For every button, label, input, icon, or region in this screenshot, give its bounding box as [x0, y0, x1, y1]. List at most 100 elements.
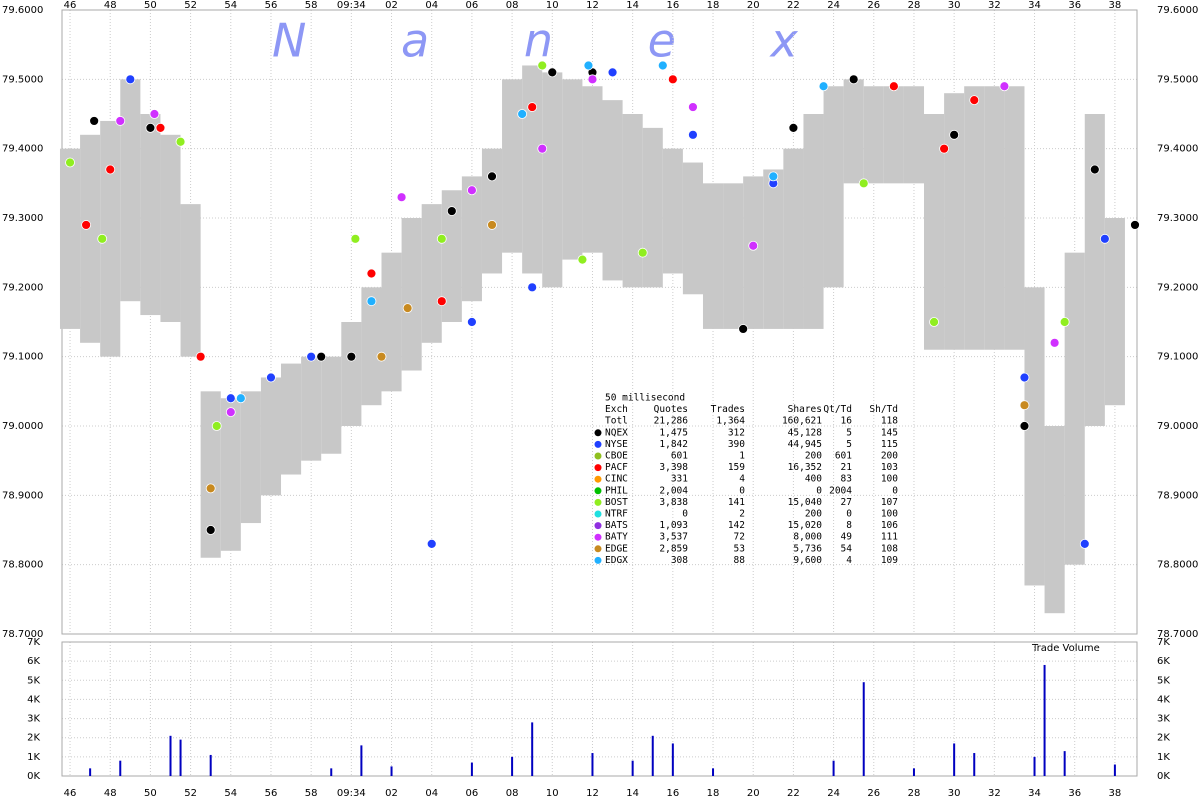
trade-point	[487, 220, 497, 230]
table-cell: 3,398	[659, 462, 688, 473]
trade-point	[587, 74, 598, 85]
trade-point	[738, 324, 749, 334]
y-tick-label: 5K	[27, 675, 40, 686]
x-tick-label: 02	[385, 0, 398, 11]
quote-range	[924, 114, 945, 350]
trade-point	[211, 421, 222, 431]
y-tick-label: 2K	[27, 733, 40, 744]
x-tick-label: 16	[666, 788, 679, 799]
trade-point	[1089, 164, 1100, 175]
y-tick-label: 79.5000	[2, 74, 43, 85]
quote-range	[522, 65, 543, 274]
table-cell: 400	[805, 474, 822, 485]
trade-point	[149, 109, 160, 119]
table-cell: 107	[881, 497, 898, 508]
quote-range	[863, 86, 884, 184]
volume-bar	[330, 768, 333, 776]
volume-bar	[832, 760, 835, 776]
quote-range	[461, 176, 482, 302]
x-tick-label: 09:34	[337, 788, 366, 799]
volume-bar	[862, 682, 865, 776]
table-header: Sh/Td	[869, 404, 898, 415]
x-tick-label: 10	[546, 788, 559, 799]
quote-range	[59, 148, 81, 329]
table-cell: 2	[739, 509, 745, 520]
trade-point	[306, 351, 317, 362]
x-tick-label: 58	[305, 0, 318, 11]
trade-point	[436, 233, 447, 244]
trade-point	[888, 81, 899, 92]
quote-range	[301, 356, 322, 461]
trade-point	[235, 393, 246, 404]
legend-marker	[594, 556, 602, 564]
x-tick-label: 46	[64, 788, 77, 799]
quote-range	[883, 86, 904, 184]
table-cell: 4	[846, 555, 852, 566]
table-cell: NTRF	[605, 509, 628, 520]
table-cell: 1	[739, 451, 745, 462]
table-cell: PHIL	[605, 485, 628, 496]
quote-range	[562, 79, 583, 260]
legend-marker	[594, 522, 602, 530]
quote-range	[441, 190, 462, 322]
table-cell: Totl	[605, 416, 628, 427]
volume-bar	[511, 756, 514, 776]
x-tick-label: 36	[1068, 0, 1081, 11]
y-tick-label-right: 7K	[1157, 637, 1170, 648]
volume-bar	[169, 735, 172, 776]
table-cell: 5	[846, 427, 852, 438]
trade-point	[396, 192, 407, 203]
table-cell: 44,945	[788, 439, 822, 450]
x-tick-label: 58	[305, 788, 318, 799]
x-tick-label: 26	[867, 0, 880, 11]
volume-bar	[390, 766, 393, 776]
volume-bar	[712, 768, 715, 776]
x-tick-label: 38	[1109, 0, 1122, 11]
trade-point	[1099, 233, 1110, 244]
x-tick-label: 34	[1028, 0, 1041, 11]
trade-point	[175, 136, 186, 147]
trade-point	[350, 233, 361, 244]
y-tick-label-right: 3K	[1157, 714, 1170, 725]
table-cell: 4	[739, 474, 745, 485]
x-tick-label: 32	[988, 0, 1001, 11]
trade-point	[858, 178, 869, 189]
x-tick-label: 18	[707, 0, 720, 11]
y-tick-label-right: 5K	[1157, 675, 1170, 686]
trade-point	[402, 303, 413, 314]
quote-range	[682, 162, 703, 295]
x-tick-label: 34	[1028, 788, 1041, 799]
table-cell: 45,128	[788, 427, 823, 438]
table-cell: EDGX	[605, 555, 628, 566]
x-tick-label: 02	[385, 788, 398, 799]
y-tick-label-right: 0K	[1157, 771, 1170, 782]
volume-bar	[89, 768, 92, 776]
y-tick-label-right: 79.5000	[1157, 74, 1198, 85]
trade-point	[195, 351, 206, 362]
x-tick-label: 48	[104, 0, 117, 11]
trade-point	[89, 116, 100, 126]
y-tick-label-right: 78.7000	[1157, 629, 1198, 640]
table-cell: 0	[682, 509, 688, 520]
x-tick-label: 28	[908, 788, 921, 799]
x-tick-label: 20	[747, 0, 760, 11]
trade-point	[537, 60, 548, 71]
trade-point	[527, 102, 538, 112]
table-cell: 8	[846, 520, 852, 531]
quote-range	[542, 72, 563, 288]
quote-range	[602, 100, 623, 281]
quote-range	[321, 356, 342, 454]
table-cell: 331	[671, 474, 688, 485]
quote-range	[80, 134, 101, 343]
trade-point	[205, 525, 216, 535]
quote-range	[843, 79, 864, 184]
trade-point	[487, 171, 497, 182]
x-tick-label: 24	[827, 0, 840, 11]
trade-point	[527, 282, 538, 293]
trade-point	[446, 206, 457, 216]
trade-point	[547, 67, 558, 78]
x-tick-label: 50	[144, 788, 157, 799]
y-tick-label-right: 79.0000	[1157, 421, 1198, 432]
table-cell: 1,475	[659, 427, 688, 438]
